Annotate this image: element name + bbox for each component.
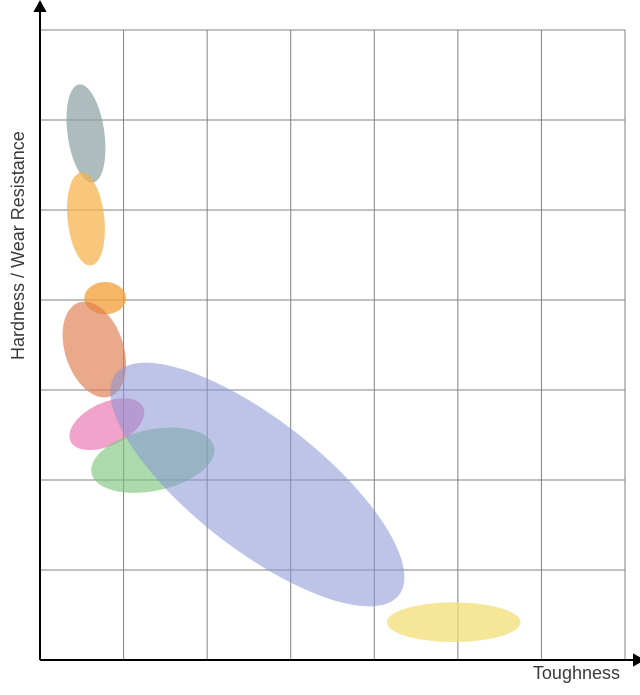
region-yellow xyxy=(387,602,521,642)
x-axis-label: Toughness xyxy=(533,663,620,684)
chart-container: Hardness / Wear Resistance Toughness xyxy=(0,0,640,695)
y-axis-label: Hardness / Wear Resistance xyxy=(8,131,29,360)
hardness-toughness-chart xyxy=(0,0,640,695)
